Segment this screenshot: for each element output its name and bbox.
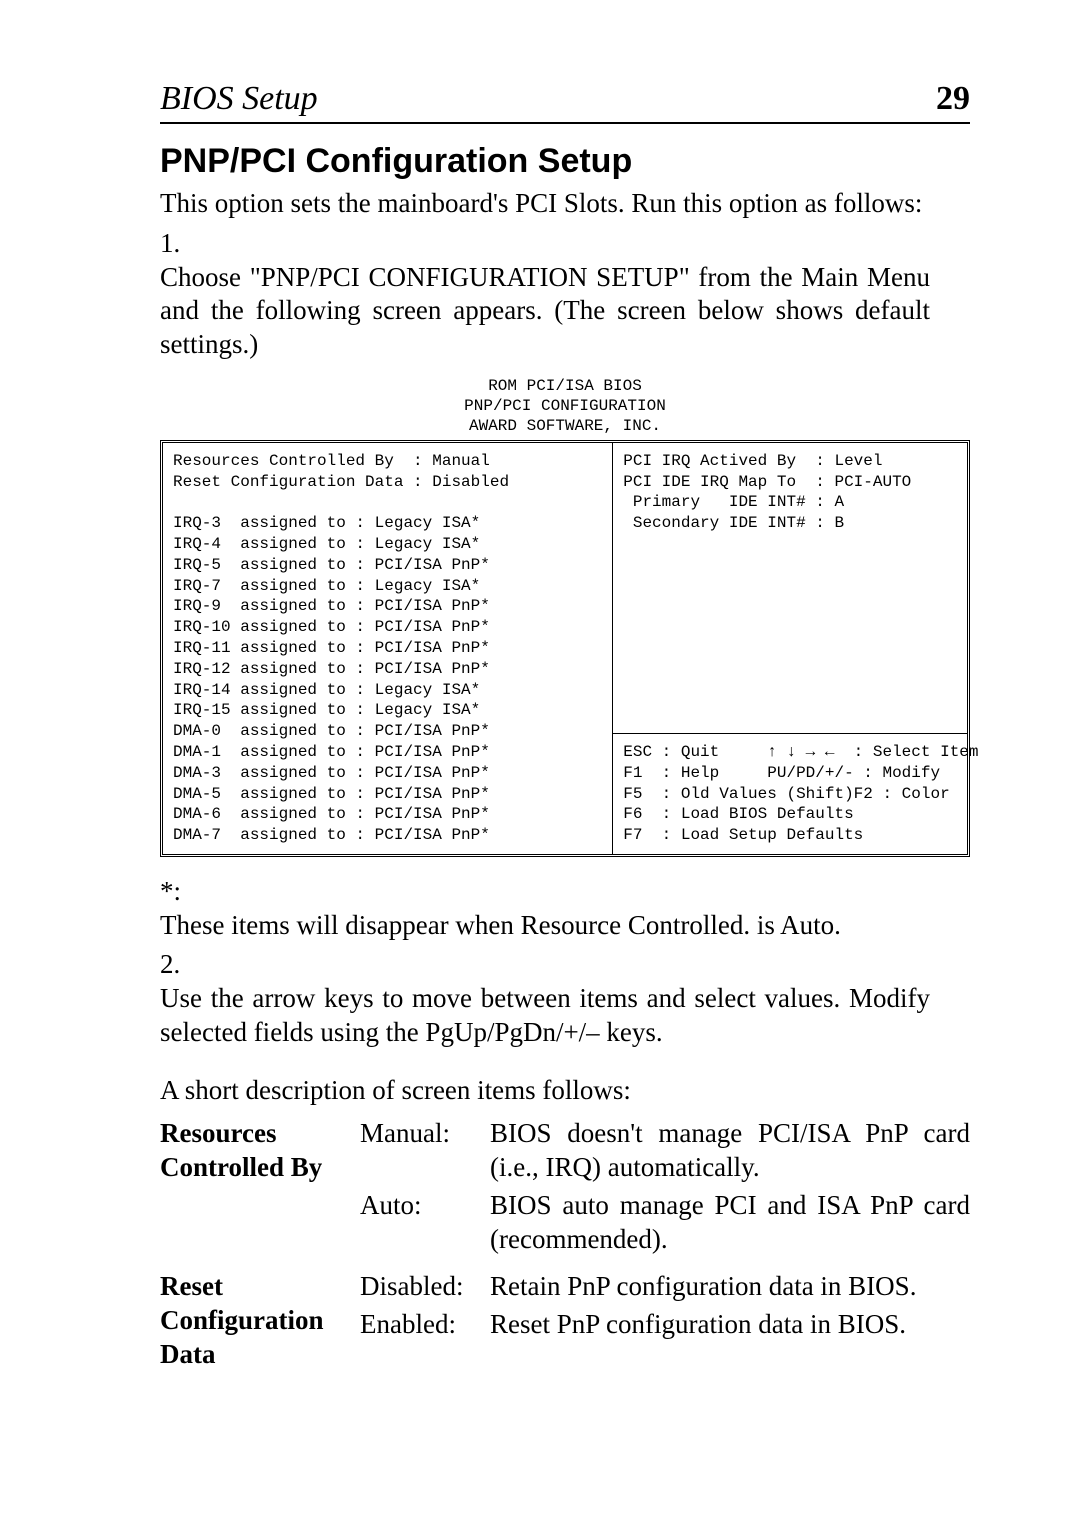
step-1: 1. Choose "PNP/PCI CONFIGURATION SETUP" …: [160, 227, 970, 362]
rcb-manual-text: BIOS doesn't manage PCI/ISA PnP card (i.…: [490, 1117, 970, 1185]
header-page-number: 29: [936, 80, 970, 118]
bios-left-panel: Resources Controlled By : Manual Reset C…: [163, 443, 613, 854]
step-2-text: Use the arrow keys to move between items…: [160, 982, 930, 1050]
rcb-defs: Manual: BIOS doesn't manage PCI/ISA PnP …: [360, 1117, 970, 1260]
header-title: BIOS Setup: [160, 80, 318, 118]
step-1-text: Choose "PNP/PCI CONFIGURATION SETUP" fro…: [160, 261, 930, 362]
bios-right-top: PCI IRQ Actived By : Level PCI IDE IRQ M…: [613, 443, 967, 734]
page: BIOS Setup 29 PNP/PCI Configuration Setu…: [0, 0, 1080, 1432]
page-header: BIOS Setup 29: [160, 80, 970, 124]
section-title: PNP/PCI Configuration Setup: [160, 142, 970, 181]
step-2: 2. Use the arrow keys to move between it…: [160, 948, 970, 1049]
bios-box: Resources Controlled By : Manual Reset C…: [160, 440, 970, 857]
rcd-defs: Disabled: Retain PnP configuration data …: [360, 1270, 970, 1371]
bios-header-line-2: PNP/PCI CONFIGURATION: [160, 396, 970, 416]
bios-right-panel: PCI IRQ Actived By : Level PCI IDE IRQ M…: [613, 443, 967, 854]
rcd-enabled-text: Reset PnP configuration data in BIOS.: [490, 1308, 970, 1342]
rcb-auto-text: BIOS auto manage PCI and ISA PnP card (r…: [490, 1189, 970, 1257]
rcb-auto-label: Auto:: [360, 1189, 490, 1257]
footnote-mark: *:: [160, 875, 194, 909]
desc-reset-config-data: Reset Configuration Data Disabled: Retai…: [160, 1270, 970, 1371]
rcd-term: Reset Configuration Data: [160, 1270, 360, 1371]
bios-header: ROM PCI/ISA BIOS PNP/PCI CONFIGURATION A…: [160, 376, 970, 436]
footnote-text: These items will disappear when Resource…: [160, 909, 930, 943]
bios-header-line-3: AWARD SOFTWARE, INC.: [160, 416, 970, 436]
rcd-disabled-text: Retain PnP configuration data in BIOS.: [490, 1270, 970, 1304]
footnote: *: These items will disappear when Resou…: [160, 875, 970, 943]
intro-text: This option sets the mainboard's PCI Slo…: [160, 187, 970, 221]
bios-right-bottom: ESC : Quit ↑ ↓ → ← : Select Item F1 : He…: [613, 734, 967, 854]
bios-header-line-1: ROM PCI/ISA BIOS: [160, 376, 970, 396]
step-1-number: 1.: [160, 227, 194, 261]
step-2-number: 2.: [160, 948, 194, 982]
rcb-manual-label: Manual:: [360, 1117, 490, 1185]
rcb-term: Resources Controlled By: [160, 1117, 360, 1260]
rcd-enabled-label: Enabled:: [360, 1308, 490, 1342]
desc-resources-controlled-by: Resources Controlled By Manual: BIOS doe…: [160, 1117, 970, 1260]
short-desc-heading: A short description of screen items foll…: [160, 1074, 970, 1108]
rcd-disabled-label: Disabled:: [360, 1270, 490, 1304]
